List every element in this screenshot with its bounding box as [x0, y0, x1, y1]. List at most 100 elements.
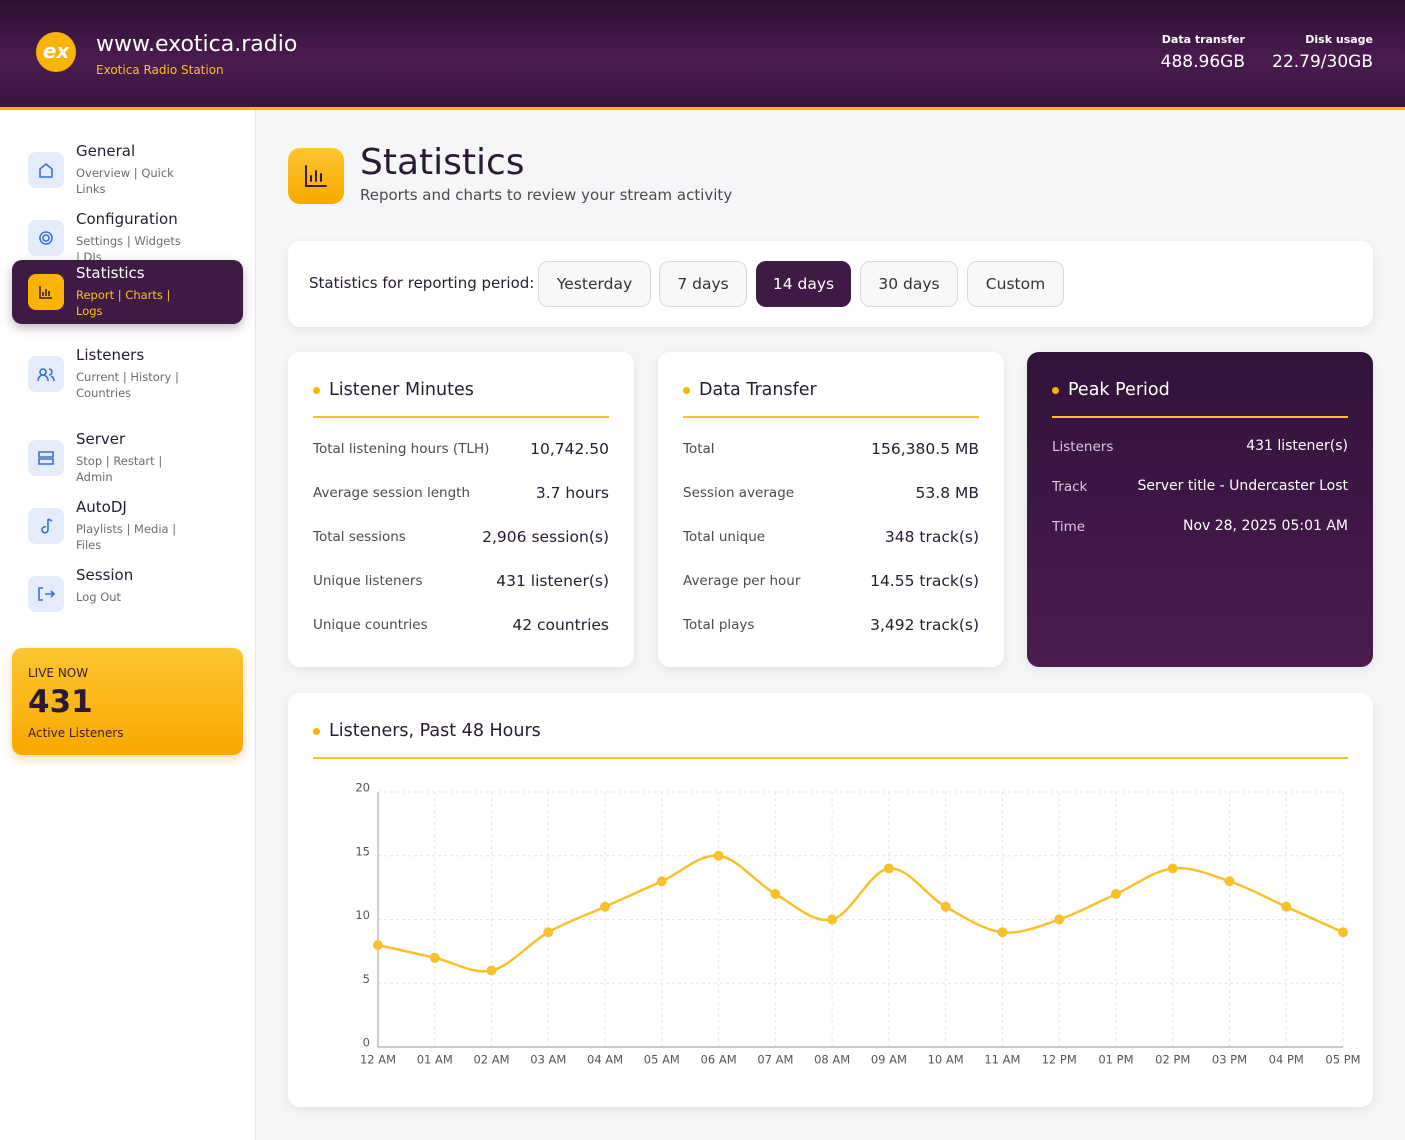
stat-value: 488.96GB — [1160, 52, 1245, 72]
row-value: 431 listener(s) — [1246, 438, 1348, 454]
icon — [38, 451, 54, 465]
header-stat: Data transfer 488.96GB — [1161, 33, 1245, 72]
x-tick-label: 04 PM — [1269, 1053, 1304, 1067]
period-option[interactable]: Custom — [967, 261, 1064, 307]
stat-card: Listener Minutes Total listening hours (T… — [288, 352, 634, 667]
nav-icon — [28, 508, 64, 544]
icon — [39, 231, 53, 245]
icon-path — [38, 587, 56, 601]
nav-item[interactable]: Server Stop | Restart | Admin — [12, 426, 243, 490]
chart-card: Listeners, Past 48 Hours 0 5 10 15 20 12 AM 01… — [288, 693, 1373, 1107]
point — [940, 901, 951, 912]
row-label: Listeners — [1052, 439, 1114, 455]
page-title: Statistics — [360, 142, 525, 183]
nav-title: General — [76, 142, 136, 160]
bullet — [683, 387, 690, 394]
icon — [39, 162, 53, 178]
row-label: Total unique — [683, 529, 766, 545]
stat-label: Data transfer — [1161, 33, 1245, 46]
nav-title: Configuration — [76, 210, 178, 228]
nav-title: AutoDJ — [76, 498, 127, 516]
row-value: Server title - Undercaster Lost — [1137, 478, 1348, 494]
divider — [313, 416, 609, 418]
point — [1224, 876, 1235, 887]
period-option[interactable]: Yesterday — [538, 261, 651, 307]
row-label: Average session length — [313, 485, 471, 501]
nav-links: Overview | Quick Links — [76, 166, 174, 196]
nav-links: Log Out — [76, 590, 122, 604]
point — [827, 914, 838, 925]
card-title: Listener Minutes — [329, 380, 474, 400]
row-value: 53.8 MB — [915, 484, 979, 502]
page-subtitle: Reports and charts to review your stream… — [360, 186, 733, 204]
divider — [683, 416, 979, 418]
period-option[interactable]: 30 days — [860, 261, 958, 307]
x-tick-label: 12 PM — [1042, 1053, 1077, 1067]
x-tick-label: 05 AM — [644, 1053, 680, 1067]
bullet — [1052, 387, 1059, 394]
row-label: Total plays — [683, 617, 755, 633]
bullet — [313, 728, 320, 735]
bullet — [313, 387, 320, 394]
nav-item[interactable]: Session Log Out — [12, 562, 243, 626]
nav-icon — [28, 274, 64, 310]
icon — [305, 165, 327, 187]
nav-links: Current | History | Countries — [76, 370, 179, 400]
point — [1281, 901, 1292, 912]
point — [1054, 914, 1065, 925]
period-option[interactable]: 7 days — [659, 261, 747, 307]
row-label: Total listening hours (TLH) — [313, 441, 490, 457]
point — [1167, 863, 1178, 874]
point — [600, 901, 611, 912]
header: ex www.exotica.radio Exotica Radio Stati… — [0, 0, 1405, 110]
point — [373, 940, 383, 950]
x-tick-label: 03 AM — [530, 1053, 566, 1067]
icon-path — [38, 451, 54, 465]
nav-icon — [28, 220, 64, 256]
chart: 0 5 10 15 20 12 AM 01 AM 02 AM 03 AM 04 AM 05 AM 06… — [355, 781, 1360, 1067]
row-label: Unique listeners — [313, 573, 423, 589]
icon-path — [37, 368, 55, 382]
row-value: 10,742.50 — [530, 440, 609, 458]
nav-title: Server — [76, 430, 126, 448]
nav-links: Stop | Restart | Admin — [76, 454, 163, 484]
row-value: 156,380.5 MB — [871, 440, 979, 458]
stat-card: Peak Period Listeners 431 listener(s) Track… — [1027, 352, 1373, 667]
live-label: LIVE NOW — [28, 666, 89, 680]
station-name: Exotica Radio Station — [96, 63, 224, 77]
stat-label: Disk usage — [1305, 33, 1373, 46]
site-name[interactable]: www.exotica.radio — [96, 32, 298, 57]
point — [1338, 927, 1348, 938]
nav-item[interactable]: General Overview | Quick Links — [12, 138, 243, 202]
logo[interactable]: ex — [36, 32, 76, 72]
row-value: 42 countries — [512, 616, 609, 634]
point — [713, 850, 724, 861]
x-tick-label: 07 AM — [757, 1053, 793, 1067]
live-count: 431 — [28, 684, 93, 720]
row-value: 3.7 hours — [535, 484, 609, 502]
nav-item[interactable]: AutoDJ Playlists | Media | Files — [12, 494, 243, 558]
icon — [38, 587, 56, 601]
x-tick-label: 12 AM — [360, 1053, 396, 1067]
sidebar: General Overview | Quick Links Configurati… — [0, 110, 256, 1140]
divider — [313, 757, 1348, 759]
period-option[interactable]: 14 days — [756, 261, 851, 307]
nav-item[interactable]: Listeners Current | History | Countries — [12, 342, 243, 406]
row-label: Time — [1052, 519, 1086, 535]
nav-icon — [28, 440, 64, 476]
x-tick-label: 01 AM — [417, 1053, 453, 1067]
x-tick-label: 11 AM — [984, 1053, 1020, 1067]
row-label: Total sessions — [313, 529, 406, 545]
nav-icon — [28, 356, 64, 392]
x-tick-label: 10 AM — [928, 1053, 964, 1067]
page-icon — [288, 148, 344, 204]
row-label: Total — [683, 441, 715, 457]
x-tick-label: 04 AM — [587, 1053, 623, 1067]
nav-item[interactable]: Statistics Report | Charts | Logs — [12, 260, 243, 324]
row-label: Track — [1052, 479, 1088, 495]
row-label: Average per hour — [683, 573, 801, 589]
row-label: Session average — [683, 485, 795, 501]
nav-icon — [28, 152, 64, 188]
x-tick-label: 03 PM — [1212, 1053, 1247, 1067]
